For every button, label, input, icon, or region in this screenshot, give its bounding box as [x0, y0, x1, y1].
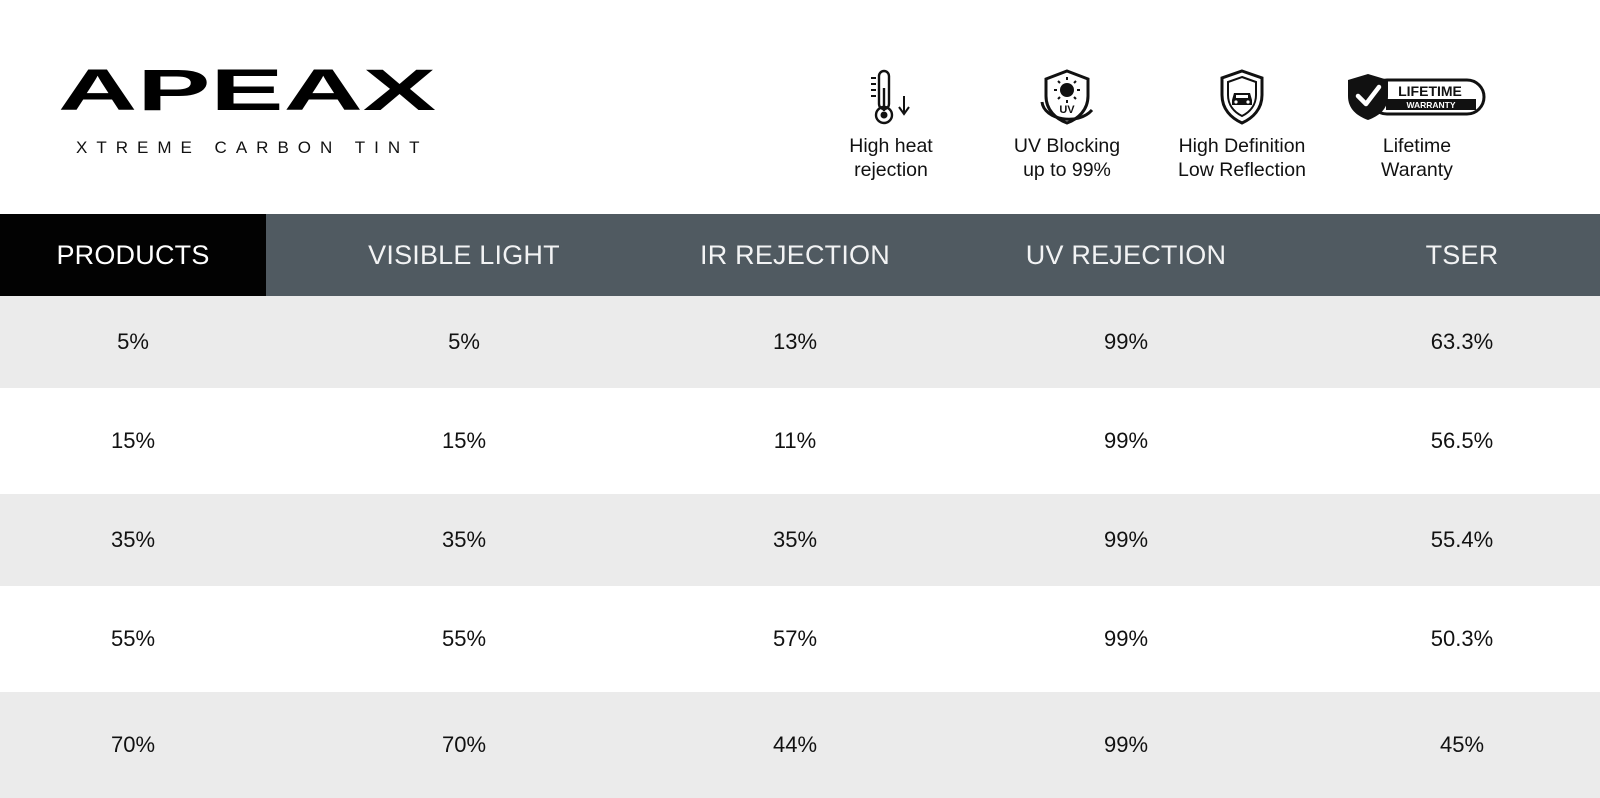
header-tser: TSER	[1425, 239, 1499, 270]
cell-visible-light: 15%	[441, 428, 487, 453]
header-products: PRODUCTS	[0, 214, 266, 296]
cell-visible-light: 55%	[441, 626, 487, 651]
header-visible-light: VISIBLE LIGHT	[368, 239, 560, 270]
cell-tser: 45%	[1439, 732, 1485, 757]
cell-product: 55%	[110, 626, 156, 651]
table-row: 70% 70% 44% 99% 45%	[0, 692, 1600, 798]
cell-ir-rejection: 13%	[772, 329, 818, 354]
feature-caption: UV Blocking up to 99%	[1013, 135, 1121, 181]
cell-visible-light: 5%	[448, 329, 480, 354]
brand-logo: APEAX XTREME CARBON TINT	[58, 66, 438, 157]
cell-uv-rejection: 99%	[1103, 329, 1149, 354]
cell-tser: 50.3%	[1430, 626, 1494, 651]
table-row: 15% 15% 11% 99% 56.5%	[0, 388, 1600, 494]
cell-ir-rejection: 35%	[772, 527, 818, 552]
table-row: 5% 5% 13% 99% 63.3%	[0, 296, 1600, 388]
cell-product: 15%	[110, 428, 156, 453]
cell-uv-rejection: 99%	[1103, 732, 1149, 757]
cell-visible-light: 70%	[441, 732, 487, 757]
svg-text:WARRANTY: WARRANTY	[1406, 100, 1455, 110]
feature-caption: High Definition Low Reflection	[1178, 135, 1306, 181]
cell-product: 70%	[110, 732, 156, 757]
lifetime-warranty-badge-icon: LIFETIME WARRANTY	[1332, 66, 1502, 128]
cell-uv-rejection: 99%	[1103, 527, 1149, 552]
table-header-row: PRODUCTS VISIBLE LIGHT IR REJECTION UV R…	[0, 214, 1600, 296]
cell-ir-rejection: 57%	[772, 626, 818, 651]
svg-text:LIFETIME: LIFETIME	[1398, 83, 1462, 99]
cell-product: 35%	[110, 527, 156, 552]
svg-text:UV: UV	[1059, 104, 1075, 116]
feature-high-definition: High Definition Low Reflection	[1157, 66, 1327, 182]
feature-caption: Lifetime Waranty	[1381, 135, 1453, 181]
cell-tser: 55.4%	[1430, 527, 1494, 552]
table-row: 55% 55% 57% 99% 50.3%	[0, 586, 1600, 692]
cell-uv-rejection: 99%	[1103, 626, 1149, 651]
cell-tser: 56.5%	[1430, 428, 1494, 453]
feature-lifetime-warranty: LIFETIME WARRANTY Lifetime Waranty	[1332, 66, 1502, 182]
cell-ir-rejection: 44%	[772, 732, 818, 757]
cell-uv-rejection: 99%	[1103, 428, 1149, 453]
svg-text:APEAX: APEAX	[58, 66, 437, 114]
cell-tser: 63.3%	[1430, 329, 1494, 354]
header-ir-rejection: IR REJECTION	[700, 239, 890, 270]
cell-ir-rejection: 11%	[773, 428, 817, 453]
car-shield-icon	[1157, 66, 1327, 128]
feature-caption: High heat rejection	[849, 135, 933, 181]
uv-shield-icon: UV	[982, 66, 1152, 128]
header-uv-rejection: UV REJECTION	[1025, 239, 1227, 270]
cell-visible-light: 35%	[441, 527, 487, 552]
feature-uv-blocking: UV UV Blocking up to 99%	[982, 66, 1152, 182]
apeax-wordmark: APEAX	[58, 66, 437, 114]
cell-product: 5%	[117, 329, 149, 354]
table-row: 35% 35% 35% 99% 55.4%	[0, 494, 1600, 586]
feature-heat-rejection: High heat rejection	[806, 66, 976, 182]
brand-tagline: XTREME CARBON TINT	[76, 138, 429, 157]
thermometer-icon	[806, 66, 976, 128]
specs-table: PRODUCTS VISIBLE LIGHT IR REJECTION UV R…	[0, 214, 1600, 798]
